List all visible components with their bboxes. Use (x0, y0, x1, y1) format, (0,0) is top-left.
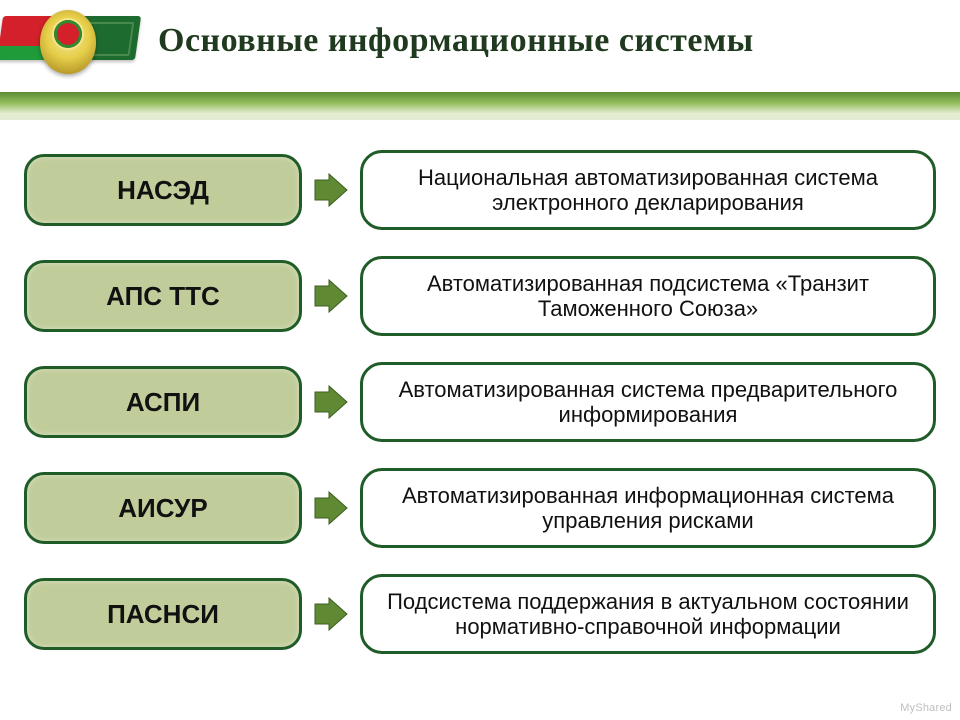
abbr-box: АИСУР (24, 472, 302, 544)
system-row: АСПИ Автоматизированная система предвари… (24, 362, 936, 442)
arrow-icon (302, 382, 360, 422)
arrow-icon (302, 488, 360, 528)
rows-container: НАСЭД Национальная автоматизированная си… (24, 150, 936, 680)
slide-title: Основные информационные системы (158, 22, 754, 60)
slide: { "title": "Основные информационные сист… (0, 0, 960, 720)
arrow-icon (302, 594, 360, 634)
desc-box: Автоматизированная система предварительн… (360, 362, 936, 442)
system-row: НАСЭД Национальная автоматизированная си… (24, 150, 936, 230)
arrow-icon (302, 276, 360, 316)
header-band (0, 92, 960, 114)
desc-box: Подсистема поддержания в актуальном сост… (360, 574, 936, 654)
system-row: АПС ТТС Автоматизированная подсистема «Т… (24, 256, 936, 336)
abbr-box: АПС ТТС (24, 260, 302, 332)
abbr-box: НАСЭД (24, 154, 302, 226)
arrow-icon (302, 170, 360, 210)
system-row: ПАСНСИ Подсистема поддержания в актуальн… (24, 574, 936, 654)
emblem-group (0, 8, 150, 88)
header: Основные информационные системы (0, 0, 960, 92)
abbr-box: ПАСНСИ (24, 578, 302, 650)
desc-box: Автоматизированная подсистема «Транзит Т… (360, 256, 936, 336)
desc-box: Автоматизированная информационная систем… (360, 468, 936, 548)
desc-box: Национальная автоматизированная система … (360, 150, 936, 230)
system-row: АИСУР Автоматизированная информационная … (24, 468, 936, 548)
abbr-box: АСПИ (24, 366, 302, 438)
coat-of-arms-icon (40, 10, 96, 74)
watermark: MyShared (900, 702, 952, 714)
